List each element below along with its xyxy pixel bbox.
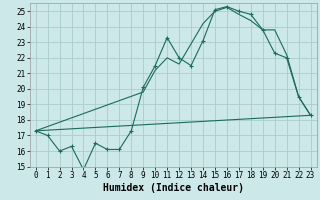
X-axis label: Humidex (Indice chaleur): Humidex (Indice chaleur) [103, 182, 244, 193]
